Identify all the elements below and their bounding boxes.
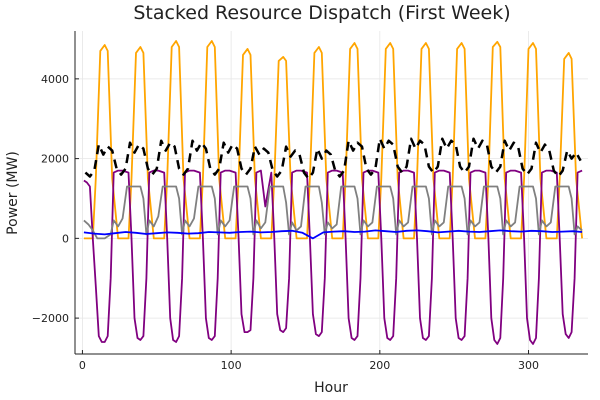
x-tick-label: 300 (518, 359, 539, 372)
y-tick-label: 4000 (41, 73, 69, 86)
x-tick-label: 200 (369, 359, 390, 372)
y-tick-label: −2000 (32, 312, 69, 325)
x-tick-label: 0 (79, 359, 86, 372)
series-line-4 (83, 229, 583, 240)
series-line-3 (83, 185, 583, 240)
grid-lines (75, 31, 588, 354)
y-tick-label: 2000 (41, 153, 69, 166)
x-tick-label: 100 (221, 359, 242, 372)
chart-title: Stacked Resource Dispatch (First Week) (133, 2, 510, 24)
series-line-2 (84, 137, 582, 180)
x-axis-label: Hour (314, 380, 348, 396)
y-axis-label: Power (MW) (5, 151, 21, 235)
ticks: 0 100 200 300 −2000 0 2000 4000 (32, 73, 539, 372)
series-lines (83, 40, 583, 345)
axes (74, 31, 588, 355)
series-line-1 (83, 169, 583, 345)
y-tick-label: 0 (62, 232, 69, 245)
